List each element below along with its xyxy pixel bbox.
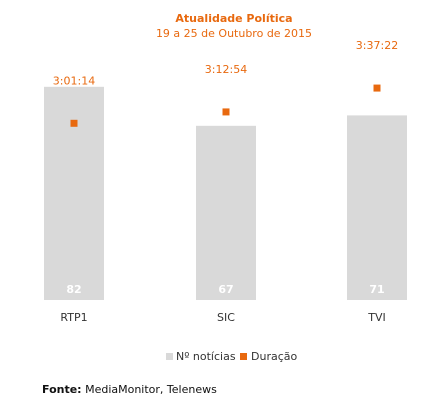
duration-label-rtp1: 3:01:14	[53, 74, 95, 87]
duration-point-rtp1	[70, 119, 78, 127]
source-text: MediaMonitor, Telenews	[81, 383, 217, 396]
duration-points-group	[70, 84, 381, 127]
duration-point-sic	[222, 108, 230, 116]
legend-label-noticias: Nº notícias	[176, 350, 236, 363]
bar-value-label-sic: 67	[218, 283, 233, 296]
legend-swatch-duracao	[240, 353, 247, 360]
source-note: Fonte: MediaMonitor, Telenews	[42, 383, 217, 396]
bar-sic	[196, 125, 256, 300]
category-label-tvi: TVI	[367, 311, 386, 324]
bar-value-label-rtp1: 82	[66, 283, 81, 296]
bar-value-label-tvi: 71	[369, 283, 384, 296]
bar-rtp1	[44, 86, 104, 300]
bar-tvi	[347, 115, 407, 301]
legend: Nº notícias Duração	[166, 350, 297, 363]
source-label: Fonte:	[42, 383, 82, 396]
chart-subtitle: 19 a 25 de Outubro de 2015	[156, 27, 312, 40]
legend-swatch-noticias	[166, 353, 173, 360]
duration-label-tvi: 3:37:22	[356, 39, 398, 52]
duration-point-tvi	[373, 84, 381, 92]
bars-group	[44, 86, 407, 301]
category-label-rtp1: RTP1	[60, 311, 87, 324]
chart-title: Atualidade Política	[175, 12, 292, 25]
legend-label-duracao: Duração	[251, 350, 297, 363]
labels-group: 82 3:01:14 RTP1 67 3:12:54 SIC 71 3:37:22 TVI	[53, 39, 398, 324]
category-label-sic: SIC	[217, 311, 235, 324]
duration-label-sic: 3:12:54	[205, 63, 247, 76]
